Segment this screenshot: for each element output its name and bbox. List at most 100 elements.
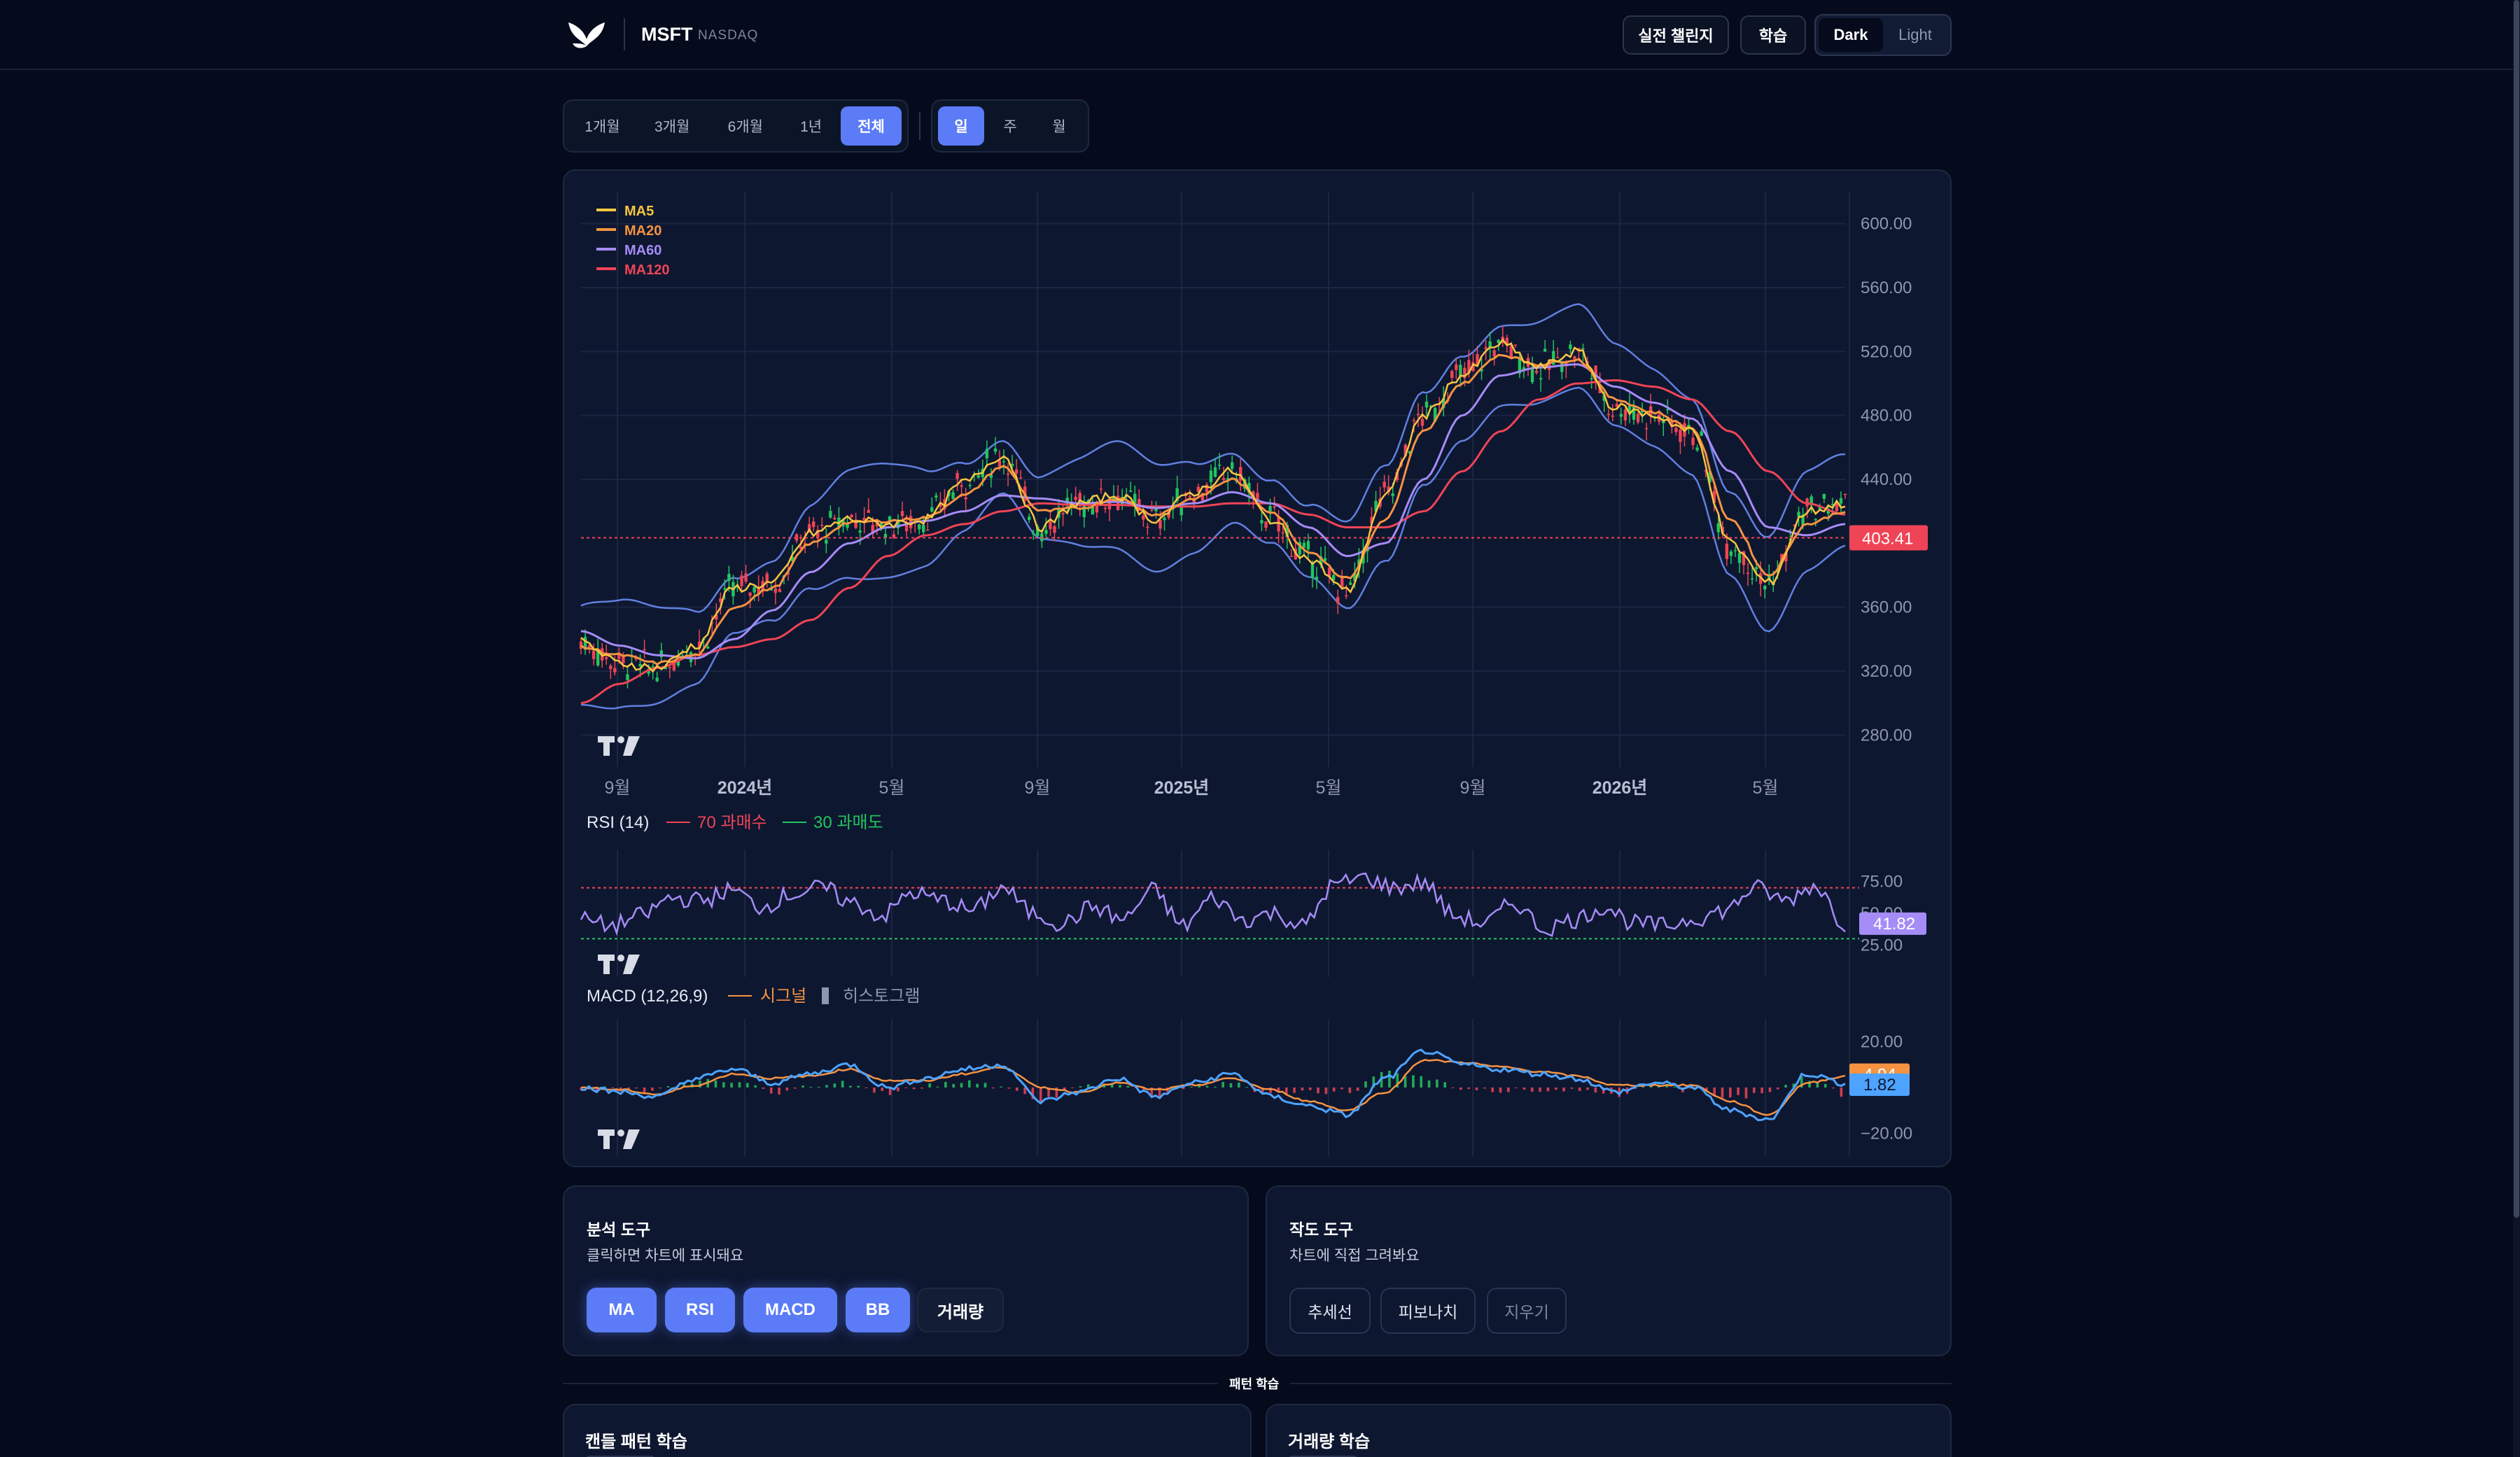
macd-hist-bar xyxy=(1158,1088,1161,1097)
macd-hist-bar xyxy=(1467,1088,1470,1090)
macd-hist-bar xyxy=(1222,1081,1224,1088)
price-tick-label: 360.00 xyxy=(1861,598,1912,617)
candle-body xyxy=(794,534,799,541)
candle-body xyxy=(964,497,967,500)
macd-last-label: 1.82 xyxy=(1863,1076,1896,1094)
tab-period-1y[interactable]: 1년 xyxy=(800,119,822,135)
volume-learning-subtitle xyxy=(1288,1456,1358,1457)
macd-hist-bar xyxy=(1570,1088,1574,1089)
learn-button[interactable]: 학습 xyxy=(1740,15,1806,55)
macd-hist-label: 히스토그램 xyxy=(843,987,920,1006)
candle-body xyxy=(1606,414,1610,415)
macd-hist-bar xyxy=(1031,1088,1035,1099)
macd-hist-bar xyxy=(1301,1088,1304,1091)
candle-body xyxy=(1484,347,1488,349)
candle-body xyxy=(955,472,959,479)
tab-interval-week[interactable]: 주 xyxy=(1003,119,1017,135)
indicator-macd-button[interactable]: MACD xyxy=(743,1288,837,1332)
scrollbar-track[interactable] xyxy=(2513,0,2520,1457)
candle-body xyxy=(1357,559,1361,566)
indicator-volume-button[interactable]: 거래량 xyxy=(917,1288,1004,1332)
macd-hist-bar xyxy=(1539,1088,1541,1092)
candle-body xyxy=(1374,500,1378,512)
tab-interval-month[interactable]: 월 xyxy=(1052,119,1066,135)
candle-body xyxy=(1336,597,1340,604)
theme-dark-option[interactable]: Dark xyxy=(1819,18,1883,52)
volume-learning-card[interactable]: 거래량 학습 xyxy=(1266,1404,1952,1457)
candle-body xyxy=(765,573,769,582)
candle-body xyxy=(706,647,710,649)
tradingview-logo-icon[interactable] xyxy=(598,1129,640,1149)
tradingview-logo-icon[interactable] xyxy=(598,955,640,974)
indicator-rsi-button[interactable]: RSI xyxy=(665,1288,735,1332)
candle-body xyxy=(1116,495,1120,510)
candle-pattern-card[interactable]: 캔들 패턴 학습 xyxy=(563,1404,1252,1457)
macd-signal-label: 시그널 xyxy=(760,987,806,1006)
candle-body xyxy=(715,614,718,620)
tab-period-1m[interactable]: 1개월 xyxy=(584,119,620,135)
rsi-title: RSI (14) xyxy=(587,813,649,832)
pattern-section-label: 패턴 학습 xyxy=(1218,1374,1291,1393)
last-price-label: 403.41 xyxy=(1862,530,1913,549)
macd-hist-bar xyxy=(1023,1088,1026,1094)
tab-period-all[interactable]: 전체 xyxy=(841,106,902,146)
candle-body xyxy=(1623,409,1628,421)
candle-body xyxy=(740,575,743,586)
macd-hist-bar xyxy=(1578,1088,1581,1092)
macd-hist-bar xyxy=(1594,1088,1597,1093)
candle-body xyxy=(1315,577,1319,579)
candle-body xyxy=(1404,444,1408,456)
rsi-last-badge xyxy=(1859,912,1926,935)
candle-body xyxy=(587,645,592,647)
macd-hist-bar xyxy=(968,1080,971,1088)
macd-signal-line xyxy=(580,1059,1846,1116)
erase-button[interactable]: 지우기 xyxy=(1487,1288,1567,1334)
candle-body xyxy=(1746,572,1750,575)
tab-period-6m[interactable]: 6개월 xyxy=(727,119,763,135)
indicator-bb-button[interactable]: BB xyxy=(846,1288,910,1332)
candle-body xyxy=(1061,513,1065,515)
macd-hist-bar xyxy=(1586,1088,1589,1090)
candle-body xyxy=(862,518,866,521)
candle-body xyxy=(985,449,989,458)
macd-hist-bar xyxy=(1491,1088,1494,1092)
candle-body xyxy=(1222,478,1226,480)
macd-hist-bar xyxy=(873,1088,876,1093)
fibonacci-button[interactable]: 피보나치 xyxy=(1380,1288,1476,1334)
indicator-ma-button[interactable]: MA xyxy=(587,1288,657,1332)
rsi-last-label: 41.82 xyxy=(1873,915,1915,934)
macd-hist-bar xyxy=(1229,1083,1233,1088)
exchange-label: NASDAQ xyxy=(698,28,759,43)
macd-hist-bar xyxy=(1436,1079,1438,1088)
candle-body xyxy=(1729,551,1733,556)
macd-hist-bar xyxy=(1110,1083,1114,1088)
tab-period-3m[interactable]: 3개월 xyxy=(654,119,690,135)
candle-body xyxy=(1252,491,1255,498)
candle-body xyxy=(1112,496,1116,500)
candle-body xyxy=(1429,405,1433,407)
drawing-tools-desc: 차트에 직접 그려봐요 xyxy=(1289,1248,1420,1264)
candle-body xyxy=(871,525,874,534)
candle-body xyxy=(1412,420,1416,421)
trendline-button[interactable]: 추세선 xyxy=(1289,1288,1371,1334)
challenge-button[interactable]: 실전 챌린지 xyxy=(1623,15,1729,55)
candle-body xyxy=(918,524,921,530)
scrollbar-thumb[interactable] xyxy=(2514,0,2519,1218)
candle-body xyxy=(1488,341,1492,348)
chart-canvas[interactable]: 600.00 560.00 520.00 480.00 440.00 360.00 320.… xyxy=(564,171,1953,1169)
macd-hist-bar xyxy=(1007,1088,1011,1089)
tradingview-logo-icon[interactable] xyxy=(598,736,640,756)
macd-hist-bar xyxy=(1079,1086,1082,1088)
macd-hist-bar xyxy=(1737,1088,1740,1095)
theme-light-option[interactable]: Light xyxy=(1898,26,1932,43)
tab-interval-day[interactable]: 일 xyxy=(938,106,984,146)
macd-hist-bar xyxy=(1039,1088,1042,1104)
price-tick-label: 440.00 xyxy=(1861,470,1912,489)
logo-icon[interactable] xyxy=(567,18,606,50)
macd-last-badge xyxy=(1849,1074,1910,1097)
macd-hist-bar xyxy=(1364,1081,1367,1088)
legend-item-ma5: MA5 xyxy=(624,204,654,219)
candle-body xyxy=(1492,350,1496,357)
candle-body xyxy=(622,655,625,663)
macd-hist-bar xyxy=(944,1082,947,1088)
